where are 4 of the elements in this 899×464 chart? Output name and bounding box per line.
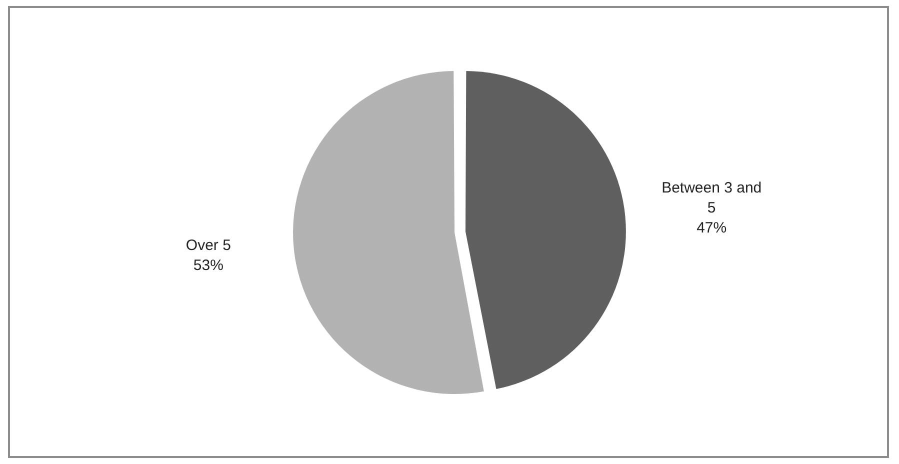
data-label: 53% (193, 256, 224, 274)
data-label: 47% (696, 219, 727, 236)
slice-label: Between 3 and 5 (662, 179, 762, 216)
slice-label: Over 5 (186, 236, 231, 254)
